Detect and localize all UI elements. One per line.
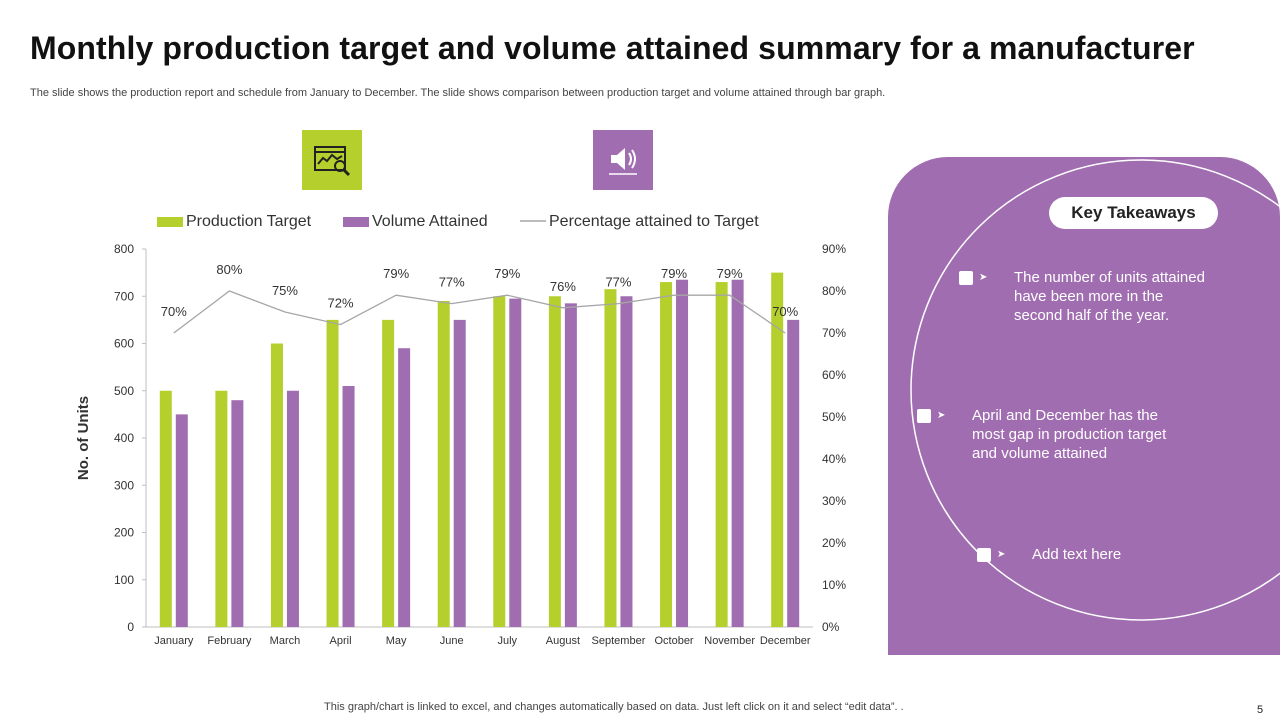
y-tick-label-4: 400 <box>114 431 134 445</box>
x-tick-label-april: April <box>330 635 352 647</box>
data-label-percentage-july: 79% <box>494 266 520 281</box>
bar-volume-attained-july <box>509 298 522 627</box>
bar-production-target-april <box>326 319 339 627</box>
bar-volume-attained-december <box>787 319 800 627</box>
y2-tick-label-6: 60% <box>822 368 846 382</box>
takeaway-marker-2 <box>917 409 931 423</box>
legend-label-production-target: Production Target <box>186 213 312 230</box>
line-percentage-attained <box>173 290 786 334</box>
y2-tick-label-8: 80% <box>822 284 846 298</box>
x-tick-label-february: February <box>207 635 252 647</box>
data-label-percentage-february: 80% <box>216 262 242 277</box>
y-tick-label-7: 700 <box>114 289 134 303</box>
x-tick-label-june: June <box>440 635 464 647</box>
arrow-right-icon: ➤ <box>979 272 988 283</box>
takeaway-marker-1 <box>959 271 973 285</box>
bar-volume-attained-june <box>453 319 466 627</box>
arrow-right-icon: ➤ <box>997 549 1006 560</box>
takeaway-text-2: April and December has the most gap in p… <box>972 407 1167 462</box>
y-tick-label-2: 200 <box>114 526 134 540</box>
bar-production-target-september <box>604 289 617 627</box>
production-chart: Production Target Volume Attained Percen… <box>75 213 846 647</box>
takeaway-marker-3 <box>977 548 991 562</box>
x-tick-label-october: October <box>654 635 693 647</box>
bar-volume-attained-march <box>286 390 299 627</box>
legend-label-percentage: Percentage attained to Target <box>549 213 759 230</box>
megaphone-icon <box>593 130 653 190</box>
bar-volume-attained-august <box>564 303 577 627</box>
bar-production-target-august <box>548 296 561 627</box>
slide-subtitle: The slide shows the production report an… <box>30 87 886 99</box>
page-number: 5 <box>1257 704 1264 716</box>
y2-tick-label-2: 20% <box>822 536 846 550</box>
data-label-percentage-march: 75% <box>272 283 298 298</box>
data-label-percentage-september: 77% <box>605 275 631 290</box>
x-tick-label-september: September <box>592 635 646 647</box>
x-tick-label-december: December <box>760 635 811 647</box>
y-axis-title: No. of Units <box>75 396 92 480</box>
data-label-percentage-december: 70% <box>772 304 798 319</box>
y-tick-label-3: 300 <box>114 478 134 492</box>
data-label-percentage-october: 79% <box>661 266 687 281</box>
legend-swatch-production-target <box>157 217 183 227</box>
bar-production-target-february <box>215 390 228 627</box>
x-tick-label-august: August <box>546 635 580 647</box>
y2-tick-label-7: 70% <box>822 326 846 340</box>
x-tick-label-may: May <box>386 635 407 647</box>
legend-swatch-volume-attained <box>343 217 369 227</box>
bar-production-target-may <box>382 319 395 627</box>
y-tick-label-0: 0 <box>127 620 134 634</box>
bar-volume-attained-november <box>731 279 744 627</box>
key-takeaways-heading: Key Takeaways <box>1049 197 1218 229</box>
footnote: This graph/chart is linked to excel, and… <box>324 701 904 713</box>
y-tick-label-5: 500 <box>114 384 134 398</box>
slide-title: Monthly production target and volume att… <box>30 30 1195 66</box>
y-tick-label-1: 100 <box>114 573 134 587</box>
data-label-percentage-april: 72% <box>328 296 354 311</box>
bar-production-target-november <box>715 282 728 627</box>
y-tick-label-8: 800 <box>114 242 134 256</box>
data-label-percentage-august: 76% <box>550 279 576 294</box>
bar-volume-attained-october <box>676 279 689 627</box>
x-tick-label-july: July <box>498 635 518 647</box>
bar-volume-attained-september <box>620 296 633 627</box>
bar-production-target-october <box>660 282 673 627</box>
legend-label-volume-attained: Volume Attained <box>372 213 488 230</box>
y2-tick-label-4: 40% <box>822 452 846 466</box>
bar-production-target-december <box>771 272 784 627</box>
data-label-percentage-may: 79% <box>383 266 409 281</box>
chart-analysis-icon <box>302 130 362 190</box>
x-tick-label-january: January <box>154 635 194 647</box>
data-label-percentage-november: 79% <box>717 266 743 281</box>
bar-volume-attained-may <box>398 348 411 627</box>
y2-tick-label-1: 10% <box>822 578 846 592</box>
bar-production-target-march <box>270 343 283 627</box>
arrow-right-icon: ➤ <box>937 410 946 421</box>
takeaway-text-1: The number of units attained have been m… <box>1014 269 1205 324</box>
data-label-percentage-january: 70% <box>161 304 187 319</box>
takeaway-text-3: Add text here <box>1032 546 1122 563</box>
bar-production-target-june <box>437 300 450 627</box>
y2-tick-label-9: 90% <box>822 242 846 256</box>
key-takeaways-panel: Key Takeaways ➤ The number of units atta… <box>888 157 1280 655</box>
bar-volume-attained-april <box>342 386 355 627</box>
bar-volume-attained-february <box>231 400 244 627</box>
data-label-percentage-june: 77% <box>439 275 465 290</box>
x-tick-label-november: November <box>704 635 755 647</box>
y2-tick-label-3: 30% <box>822 494 846 508</box>
bar-production-target-july <box>493 296 506 627</box>
bar-volume-attained-january <box>175 414 188 627</box>
plot-area: 0 100 200 300 400 500 600 700 800 0% 10% 20% 30% 40% 5… <box>114 242 846 647</box>
y-tick-label-6: 600 <box>114 337 134 351</box>
bar-production-target-january <box>159 390 172 627</box>
y2-tick-label-0: 0% <box>822 620 840 634</box>
chart-legend: Production Target Volume Attained Percen… <box>157 213 759 230</box>
y2-tick-label-5: 50% <box>822 410 846 424</box>
x-tick-label-march: March <box>270 635 301 647</box>
